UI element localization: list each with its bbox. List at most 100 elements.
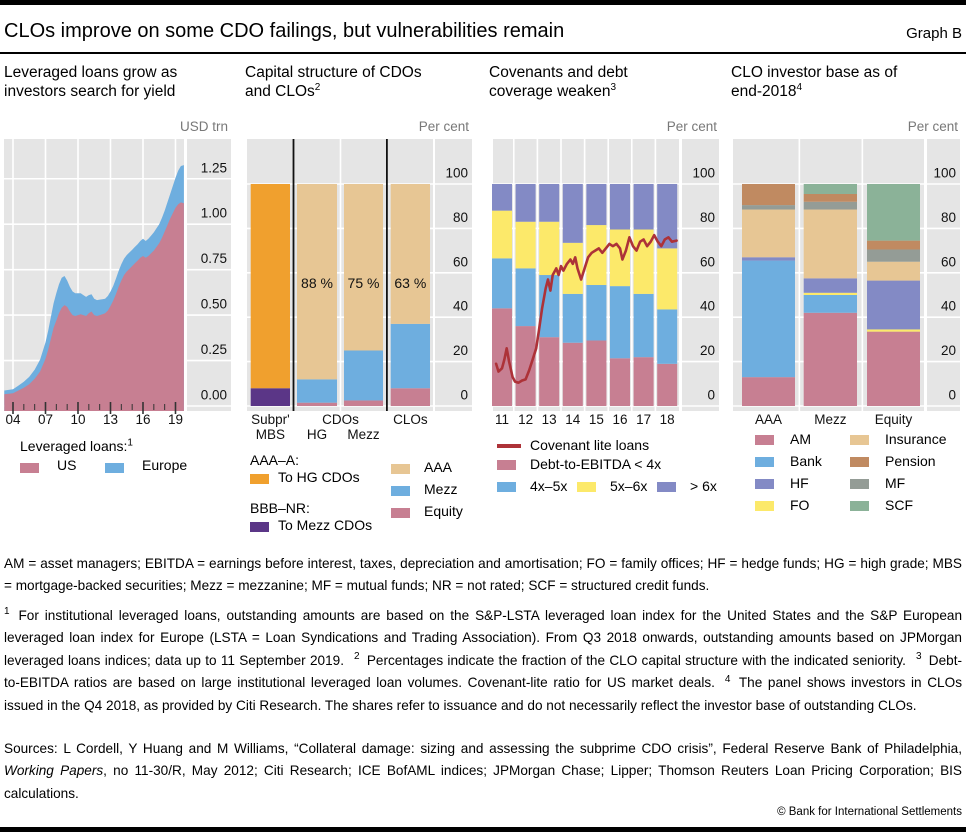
unit-label-usd-trn: USD trn xyxy=(179,119,228,134)
svg-text:100: 100 xyxy=(445,166,468,181)
legend-label-fo: FO xyxy=(790,497,810,513)
svg-text:CLOs: CLOs xyxy=(393,412,428,427)
legend-swatch-debt-ebitda-lt4x xyxy=(497,460,516,470)
svg-text:Equity: Equity xyxy=(875,412,913,427)
legend-heading-aaa-a: AAA–A: xyxy=(250,452,300,468)
svg-text:40: 40 xyxy=(700,299,715,314)
svg-text:1.25: 1.25 xyxy=(201,160,227,175)
header-rule xyxy=(0,52,966,54)
legend-swatch-hf xyxy=(755,479,774,489)
svg-text:0.50: 0.50 xyxy=(201,297,227,312)
svg-text:0.25: 0.25 xyxy=(201,342,227,357)
svg-text:40: 40 xyxy=(941,299,956,314)
svg-text:13: 13 xyxy=(103,412,118,427)
legend-label-debt-ebitda-lt4x: Debt-to-EBITDA < 4x xyxy=(530,456,662,472)
svg-text:88 %: 88 % xyxy=(301,275,333,291)
bottom-black-bar xyxy=(0,827,966,832)
svg-text:80: 80 xyxy=(453,210,468,225)
graph-title: CLOs improve on some CDO failings, but v… xyxy=(4,20,565,42)
legend-label-pension: Pension xyxy=(885,453,936,469)
legend-label-mezz: Mezz xyxy=(424,481,458,497)
legend-label-equity: Equity xyxy=(424,503,463,519)
svg-text:Mezz: Mezz xyxy=(814,412,847,427)
svg-text:HG: HG xyxy=(307,427,327,442)
abbreviations: AM = asset managers; EBITDA = earnings b… xyxy=(4,556,962,594)
legend-swatch-insurance xyxy=(850,435,869,445)
svg-text:100: 100 xyxy=(933,166,956,181)
svg-text:75 %: 75 % xyxy=(348,275,380,291)
svg-text:Subpr': Subpr' xyxy=(251,412,290,427)
svg-text:13: 13 xyxy=(542,412,557,427)
svg-text:19: 19 xyxy=(168,412,183,427)
svg-text:14: 14 xyxy=(565,412,581,427)
unit-label-per-cent-2: Per cent xyxy=(418,119,469,134)
legend-swatch-am xyxy=(755,435,774,445)
svg-text:100: 100 xyxy=(692,166,715,181)
svg-text:15: 15 xyxy=(589,412,604,427)
svg-text:04: 04 xyxy=(5,412,21,427)
leveraged-loans-area-chart: 0.00 0.25 0.50 0.75 1.00 1.25 04 07 10 13 16 19 xyxy=(4,139,231,427)
panel-title-leveraged-loans: Leveraged loans grow as investors search… xyxy=(4,64,178,100)
svg-text:60: 60 xyxy=(453,254,468,269)
svg-text:20: 20 xyxy=(453,343,468,358)
legend-label-hf: HF xyxy=(790,475,809,491)
legend-label-am: AM xyxy=(790,431,811,447)
svg-text:CDOs: CDOs xyxy=(322,412,359,427)
footnotes: 1 For institutional leveraged loans, out… xyxy=(4,606,963,713)
legend-label-4x-5x: 4x–5x xyxy=(530,478,568,494)
legend-swatch-bank xyxy=(755,457,774,467)
svg-text:07: 07 xyxy=(38,412,53,427)
legend-label-europe: Europe xyxy=(142,457,188,473)
svg-text:AAA: AAA xyxy=(755,412,782,427)
legend-swatch-to-mezz-cdos xyxy=(250,522,269,532)
svg-text:18: 18 xyxy=(660,412,675,427)
top-black-bar xyxy=(0,0,966,5)
legend-label-5x-6x: 5x–6x xyxy=(610,478,648,494)
svg-text:MBS: MBS xyxy=(256,427,285,442)
svg-text:0.75: 0.75 xyxy=(201,251,227,266)
panel-title-covenants: Covenants and debt coverage weaken3 xyxy=(489,64,628,100)
covenants-bar-line-chart: 0 20 40 60 80 100 11 12 13 14 15 16 17 18 xyxy=(492,139,719,427)
legend-label-scf: SCF xyxy=(885,497,913,513)
svg-text:10: 10 xyxy=(70,412,85,427)
unit-label-per-cent-3: Per cent xyxy=(666,119,717,134)
svg-text:60: 60 xyxy=(700,254,715,269)
legend-swatch-gt6x xyxy=(657,482,676,492)
svg-text:16: 16 xyxy=(135,412,150,427)
svg-text:0: 0 xyxy=(707,388,715,403)
legend-swatch-europe xyxy=(105,463,124,473)
svg-text:0: 0 xyxy=(460,388,468,403)
legend-swatch-mezz xyxy=(391,486,410,496)
unit-label-per-cent-4: Per cent xyxy=(907,119,958,134)
legend-swatch-pension xyxy=(850,457,869,467)
investor-base-bar-chart: 0 20 40 60 80 100 AAA Mezz Equity xyxy=(733,139,960,427)
legend-label-insurance: Insurance xyxy=(885,431,947,447)
legend-swatch-5x-6x xyxy=(577,482,596,492)
svg-text:80: 80 xyxy=(700,210,715,225)
svg-text:60: 60 xyxy=(941,254,956,269)
svg-text:17: 17 xyxy=(636,412,651,427)
sources: Sources: L Cordell, Y Huang and M Willia… xyxy=(4,741,962,801)
legend-loans-heading: Leveraged loans:1 xyxy=(20,437,133,454)
legend-label-mf: MF xyxy=(885,475,906,491)
legend-swatch-us xyxy=(20,463,39,473)
svg-text:80: 80 xyxy=(941,210,956,225)
svg-text:11: 11 xyxy=(495,412,509,427)
legend-label-to-hg-cdos: To HG CDOs xyxy=(278,469,360,485)
legend-label-covenant-lite: Covenant lite loans xyxy=(530,437,650,453)
svg-text:0.00: 0.00 xyxy=(201,388,227,403)
legend-label-us: US xyxy=(57,457,77,473)
legend-label-gt6x: > 6x xyxy=(690,478,717,494)
svg-text:0: 0 xyxy=(948,388,956,403)
svg-text:1.00: 1.00 xyxy=(201,206,227,221)
legend-swatch-mf xyxy=(850,479,869,489)
legend-label-aaa: AAA xyxy=(424,459,453,475)
legend-label-bank: Bank xyxy=(790,453,822,469)
svg-text:Mezz: Mezz xyxy=(347,427,380,442)
svg-text:16: 16 xyxy=(612,412,627,427)
legend-swatch-equity xyxy=(391,508,410,518)
legend-swatch-4x-5x xyxy=(497,482,516,492)
svg-text:63 %: 63 % xyxy=(394,275,426,291)
